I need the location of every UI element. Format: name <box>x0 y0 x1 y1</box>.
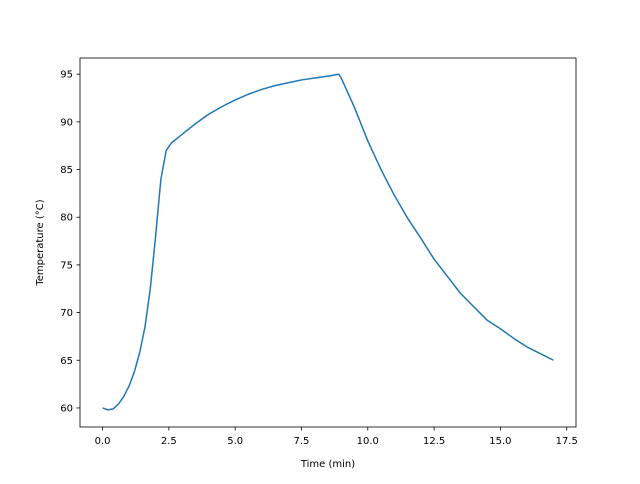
y-tick-label: 75 <box>60 260 73 271</box>
y-tick-label: 70 <box>60 308 73 319</box>
y-axis-label: Temperature (°C) <box>35 199 46 286</box>
x-tick-label: 0.0 <box>95 436 111 447</box>
x-tick-label: 10.0 <box>357 436 379 447</box>
line-series <box>102 73 554 411</box>
x-tick-label: 5.0 <box>227 436 243 447</box>
y-tick-label: 65 <box>60 356 73 367</box>
y-tick-label: 85 <box>60 165 73 176</box>
x-axis-label: Time (min) <box>300 459 355 470</box>
x-tick-label: 17.5 <box>556 436 578 447</box>
x-tick-label: 15.0 <box>489 436 511 447</box>
plot-frame <box>79 57 577 428</box>
x-tick-label: 12.5 <box>423 436 445 447</box>
y-tick-label: 80 <box>60 213 73 224</box>
y-tick-label: 90 <box>60 117 73 128</box>
y-tick-label: 95 <box>60 70 73 81</box>
x-tick-label: 2.5 <box>161 436 177 447</box>
x-tick-label: 7.5 <box>294 436 310 447</box>
y-tick-label: 60 <box>60 403 73 414</box>
